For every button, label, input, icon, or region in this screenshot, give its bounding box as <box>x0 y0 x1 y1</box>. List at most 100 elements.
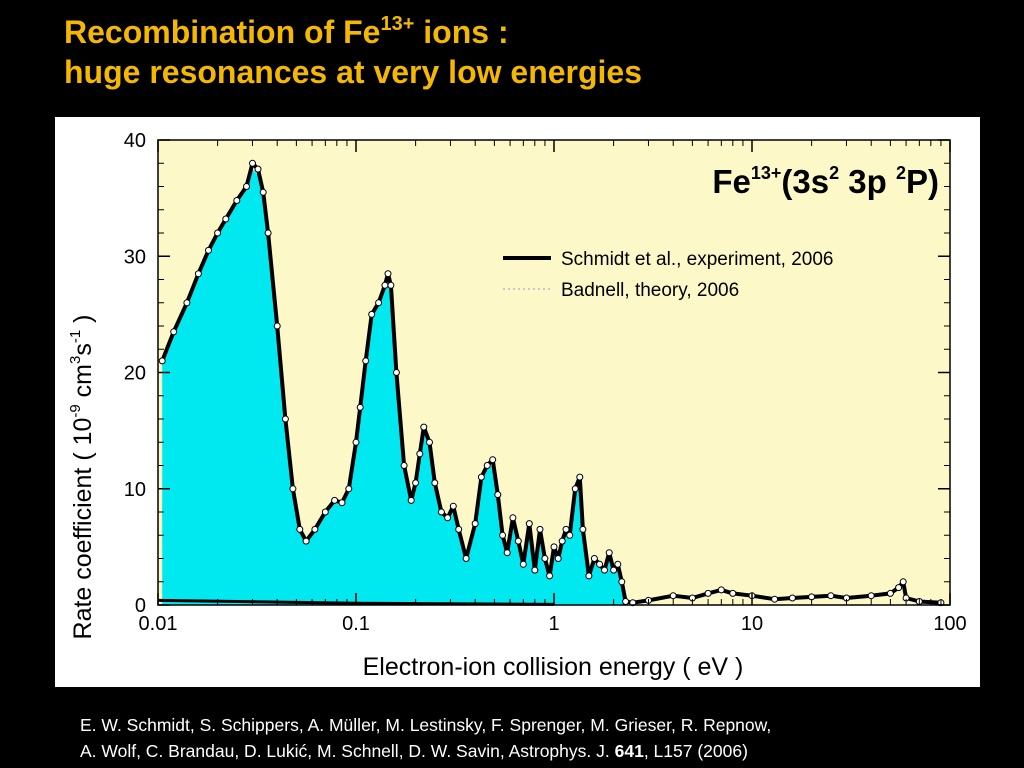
x-axis-ticks: 0.01 0.1 1 10 100 <box>139 140 967 635</box>
citation: E. W. Schmidt, S. Schippers, A. Müller, … <box>80 712 1010 764</box>
ion-config-1: (3s <box>781 163 829 200</box>
y-axis-title: Rate coefficient ( 10-9 cm3s-1 ) <box>67 315 97 640</box>
ion-sup-2: 2 <box>829 163 839 183</box>
experiment-point <box>605 549 613 557</box>
experiment-point <box>205 246 212 254</box>
experiment-point <box>362 357 370 365</box>
experiment-point <box>462 555 470 562</box>
x-tick-label: 100 <box>933 613 966 635</box>
y-tick-label: 0 <box>135 595 146 617</box>
experiment-point <box>669 592 677 600</box>
x-axis-title: Electron-ion collision energy ( eV ) <box>363 653 744 681</box>
ion-config-2: 3p <box>839 163 896 200</box>
experiment-point <box>509 514 517 522</box>
experiment-point <box>562 525 570 533</box>
ion-base: Fe <box>712 163 751 200</box>
legend: Schmidt et al., experiment, 2006 Badnell… <box>503 249 833 301</box>
experiment-point <box>571 485 579 493</box>
ion-annotation: Fe13+(3s2 3p 2P) <box>712 163 939 200</box>
experiment-point <box>455 525 463 533</box>
experiment-point <box>579 525 587 533</box>
experiment-markers <box>158 159 945 607</box>
ion-term: P) <box>906 163 939 200</box>
experiment-point <box>243 183 250 190</box>
chart-panel: 0.01 0.1 1 10 100 0 10 20 30 40 Electron-ion col… <box>55 117 980 687</box>
experiment-point <box>596 560 604 568</box>
y-tick-label: 40 <box>124 130 146 152</box>
y-tick-label: 30 <box>124 246 146 268</box>
legend-experiment-label: Schmidt et al., experiment, 2006 <box>561 249 833 270</box>
experiment-point <box>233 197 241 204</box>
experiment-point <box>311 525 319 533</box>
experiment-point <box>420 423 428 431</box>
y-axis-ticks: 0 10 20 30 40 <box>124 130 950 617</box>
experiment-point <box>426 438 433 446</box>
experiment-point <box>546 572 554 580</box>
experiment-point <box>381 281 389 289</box>
experiment-point <box>392 369 400 376</box>
x-tick-label: 0.01 <box>139 613 178 635</box>
y-title-mid1: cm <box>69 364 97 404</box>
experiment-point <box>525 520 533 528</box>
experiment-point <box>827 592 835 600</box>
title-line-1: Recombination of Fe13+ ions : <box>64 12 642 52</box>
experiment-point <box>214 229 222 237</box>
experiment-point <box>158 357 166 365</box>
experiment-point <box>590 555 598 562</box>
experiment-point <box>895 584 903 592</box>
experiment-point <box>483 462 491 469</box>
experiment-point <box>717 586 725 594</box>
ion-charge: 13+ <box>751 163 782 183</box>
rate-coefficient-chart: 0.01 0.1 1 10 100 0 10 20 30 40 Electron-ion col… <box>67 130 967 681</box>
experiment-point <box>550 543 558 551</box>
experiment-point <box>222 215 230 223</box>
experiment-point <box>321 508 329 516</box>
experiment-point <box>407 496 415 504</box>
experiment-point <box>514 537 522 545</box>
experiment-point <box>264 229 272 237</box>
title-superscript: 13+ <box>380 13 415 35</box>
citation-line-2: A. Wolf, C. Brandau, D. Lukić, M. Schnel… <box>80 738 1010 764</box>
experiment-point <box>183 299 191 307</box>
legend-theory-label: Badnell, theory, 2006 <box>561 280 739 301</box>
experiment-point <box>254 165 262 173</box>
experiment-point <box>444 514 452 522</box>
experiment-point <box>368 310 376 318</box>
theory-filled-area <box>162 169 626 605</box>
experiment-point <box>899 578 907 586</box>
experiment-point <box>352 438 360 446</box>
experiment-point <box>499 531 507 539</box>
experiment-point <box>384 270 392 278</box>
experiment-point <box>536 525 544 533</box>
experiment-point <box>601 566 608 574</box>
experiment-point <box>576 473 584 481</box>
experiment-point <box>788 594 796 602</box>
experiment-point <box>477 473 485 481</box>
y-tick-label: 10 <box>124 479 146 501</box>
experiment-point <box>566 531 574 539</box>
experiment-point <box>531 566 539 574</box>
x-tick-label: 1 <box>548 613 559 635</box>
experiment-point <box>281 415 289 423</box>
experiment-point <box>412 479 420 487</box>
experiment-point <box>170 328 178 336</box>
experiment-point <box>416 450 424 458</box>
experiment-point <box>471 520 479 528</box>
experiment-point <box>519 560 527 568</box>
experiment-point <box>610 566 618 574</box>
experiment-point <box>489 456 497 464</box>
title-prefix: Recombination of Fe <box>64 14 381 50</box>
experiment-point <box>704 589 712 597</box>
ion-sup-3: 2 <box>896 163 906 183</box>
experiment-point <box>554 555 562 562</box>
experiment-point <box>494 491 502 499</box>
experiment-point <box>431 479 439 487</box>
experiment-point <box>503 549 511 557</box>
experiment-point <box>729 589 737 597</box>
citation-page-year: , L157 (2006) <box>643 741 748 761</box>
x-tick-label: 0.1 <box>342 613 370 635</box>
title-suffix: ions : <box>414 14 509 50</box>
experiment-point <box>375 299 383 307</box>
experiment-point <box>302 537 310 545</box>
y-title-exp1: -9 <box>67 404 84 417</box>
